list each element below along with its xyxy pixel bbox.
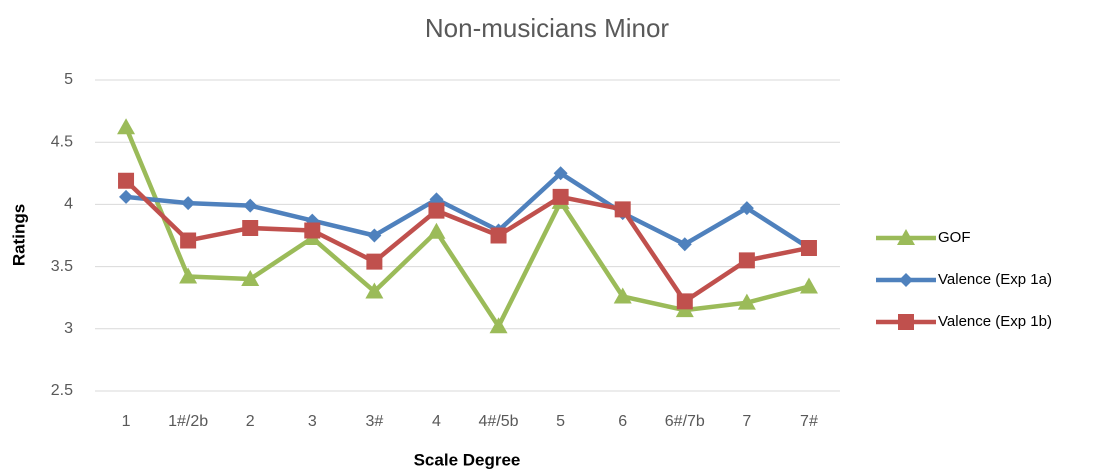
data-point (737, 293, 756, 310)
data-point (179, 267, 198, 284)
data-point (304, 222, 321, 239)
x-tick-label: 3 (308, 413, 317, 430)
y-tick-label: 2.5 (51, 382, 73, 399)
legend-label: Valence (Exp 1b) (938, 313, 1052, 330)
x-tick-label: 4#/5b (479, 413, 519, 430)
data-point (118, 172, 135, 189)
y-tick-label: 3 (64, 320, 73, 337)
data-point (677, 237, 692, 252)
data-point (738, 252, 755, 269)
series-line (123, 126, 810, 329)
x-tick-label: 6#/7b (665, 413, 705, 430)
legend-label: Valence (Exp 1a) (938, 271, 1052, 288)
x-tick-label: 1 (122, 413, 131, 430)
data-point (180, 232, 197, 249)
x-axis-title: Scale Degree (414, 450, 521, 469)
series-line (124, 179, 810, 304)
data-point (181, 196, 196, 211)
data-point (613, 287, 632, 304)
x-tick-label: 6 (618, 413, 627, 430)
x-tick-label: 5 (556, 413, 565, 430)
data-point (367, 228, 382, 243)
x-tick-label: 3# (365, 413, 383, 430)
data-point (799, 277, 818, 294)
data-point (242, 220, 259, 237)
chart-title: Non-musicians Minor (425, 13, 670, 43)
y-tick-label: 5 (64, 71, 73, 88)
series-line (125, 171, 811, 250)
data-point (117, 118, 136, 135)
x-tick-label: 7 (742, 413, 751, 430)
legend-marker (898, 314, 914, 330)
data-point (243, 198, 258, 213)
data-point (739, 201, 754, 216)
legend-marker (899, 273, 913, 287)
data-point (366, 253, 383, 270)
data-point (241, 270, 260, 287)
x-tick-label: 7# (800, 413, 818, 430)
data-point (614, 201, 631, 218)
legend-marker (897, 229, 915, 245)
y-tick-label: 4 (64, 196, 73, 213)
y-tick-label: 4.5 (51, 133, 73, 150)
data-point (365, 282, 384, 299)
data-point (552, 188, 569, 205)
data-point (676, 293, 693, 310)
data-point (427, 222, 446, 239)
data-point (428, 202, 445, 219)
y-tick-label: 3.5 (51, 258, 73, 275)
data-point (119, 189, 134, 204)
legend-label: GOF (938, 229, 971, 246)
data-point (800, 239, 817, 256)
data-point (490, 227, 507, 244)
data-point (553, 166, 568, 181)
x-tick-label: 1#/2b (168, 413, 208, 430)
x-tick-label: 2 (246, 413, 255, 430)
data-point (489, 317, 508, 334)
x-tick-label: 4 (432, 413, 441, 430)
y-axis-title: Ratings (9, 204, 28, 266)
